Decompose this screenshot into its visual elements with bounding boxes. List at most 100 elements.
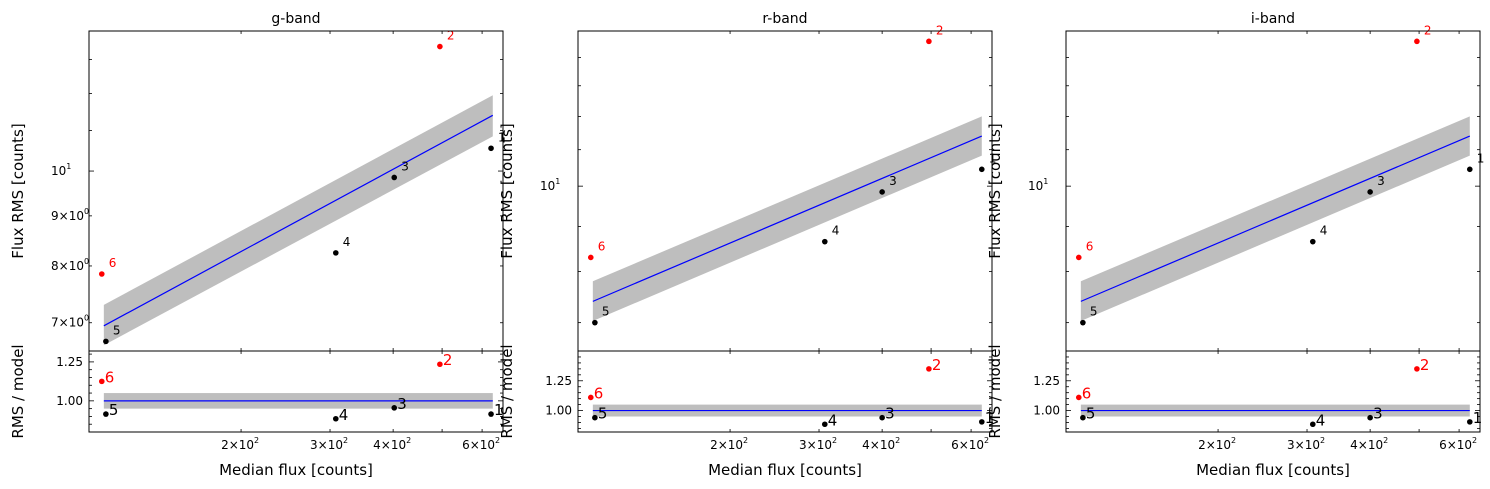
point-label: 1 [1477,151,1485,165]
ratio-point-label: 5 [109,401,119,419]
ratio-point-label: 1 [494,401,504,419]
fit-line [103,114,494,327]
ratio-point-label: 6 [105,368,115,386]
point-label: 5 [1090,305,1098,319]
data-point [437,43,443,50]
ratio-point [98,378,105,385]
bottom-axes-frame [88,350,504,433]
point-label: 5 [602,305,610,319]
ratio-point-label: 6 [1082,384,1092,402]
y-tick-label: 9×100 [51,207,89,223]
data-point [1075,254,1082,261]
x-tick-label: 6×102 [1439,436,1477,452]
point-label: 3 [401,159,409,173]
y-tick-label: 8×100 [51,257,89,273]
ratio-y-axis-label: RMS / model [498,344,516,438]
y-axis-label: Flux RMS [counts] [986,123,1004,258]
panel-title: r-band [762,11,807,27]
point-label: 4 [343,235,351,249]
ratio-point [1414,366,1420,372]
ratio-y-axis-label: RMS / model [986,344,1004,438]
ratio-point-label: 3 [885,405,895,423]
ratio-point-label: 4 [339,406,349,424]
x-tick-label: 4×102 [862,436,900,452]
ratio-point [1075,394,1082,401]
point-label: 4 [832,224,840,238]
y-tick-label: 7×100 [51,314,89,330]
x-tick-label: 2×102 [710,436,748,452]
ratio-point [587,394,594,401]
panel-title: g-band [271,11,320,27]
x-tick-label: 2×102 [221,436,259,452]
bottom-axes-frame [1065,350,1481,433]
y-tick-label: 101 [1028,177,1048,193]
ratio-point [1080,414,1086,421]
y-tick-label: 101 [540,177,560,193]
point-label: 6 [598,239,606,253]
data-point [1466,166,1473,173]
y-tick-label: 101 [51,162,71,178]
fit-line [1080,135,1471,302]
data-point [1414,38,1420,45]
data-point [391,174,398,181]
data-point [488,145,494,152]
ratio-y-tick-label: 1.00 [56,394,83,408]
ratio-point-label: 6 [594,384,604,402]
ratio-point [1466,419,1473,425]
x-axis-label: Median flux [counts] [708,461,862,479]
x-tick-label: 6×102 [951,436,989,452]
bottom-axes-frame [577,350,993,433]
ratio-point [103,411,109,417]
top-axes-frame [577,30,993,352]
data-point [103,338,109,345]
data-point [926,38,932,45]
data-point [1367,189,1373,195]
ratio-point-label: 2 [932,356,942,374]
x-tick-label: 4×102 [373,436,411,452]
point-label: 2 [1424,23,1432,37]
y-axis-label: Flux RMS [counts] [498,123,516,258]
ratio-y-tick-label: 1.25 [545,374,572,388]
ratio-point [879,414,885,421]
data-point [332,250,339,256]
point-label: 2 [936,23,944,37]
point-label: 3 [1377,174,1385,188]
data-point [821,238,828,245]
ratio-point [592,414,598,421]
ratio-point [926,366,932,372]
x-axis-label: Median flux [counts] [1196,461,1350,479]
x-tick-label: 3×102 [799,436,837,452]
panel-title: i-band [1251,11,1295,27]
point-label: 5 [113,323,121,337]
ratio-y-tick-label: 1.00 [1033,404,1060,418]
point-label: 4 [1320,224,1328,238]
x-tick-label: 2×102 [1198,436,1236,452]
ratio-y-axis-label: RMS / model [9,344,27,438]
x-tick-label: 6×102 [462,436,500,452]
x-tick-label: 3×102 [310,436,348,452]
ratio-point-label: 1 [985,409,995,427]
x-axis-label: Median flux [counts] [219,461,373,479]
ratio-point [332,415,339,422]
ratio-point [978,419,985,425]
ratio-point [488,411,494,417]
ratio-y-tick-label: 1.25 [1033,374,1060,388]
point-label: 1 [989,151,997,165]
ratio-point-label: 4 [828,411,838,429]
data-point [978,166,985,173]
ratio-point-label: 5 [1086,405,1096,423]
data-point [1309,238,1316,245]
x-tick-label: 4×102 [1350,436,1388,452]
ratio-y-tick-label: 1.25 [56,355,83,369]
point-label: 6 [1086,239,1094,253]
ratio-point-label: 2 [1420,356,1430,374]
ratio-point [1367,414,1373,421]
ratio-y-tick-label: 1.00 [545,404,572,418]
ratio-point [1309,421,1316,428]
data-point [98,271,105,277]
point-label: 1 [498,130,506,144]
point-label: 6 [109,256,117,270]
data-point [1080,319,1086,326]
ratio-point-label: 4 [1316,411,1326,429]
